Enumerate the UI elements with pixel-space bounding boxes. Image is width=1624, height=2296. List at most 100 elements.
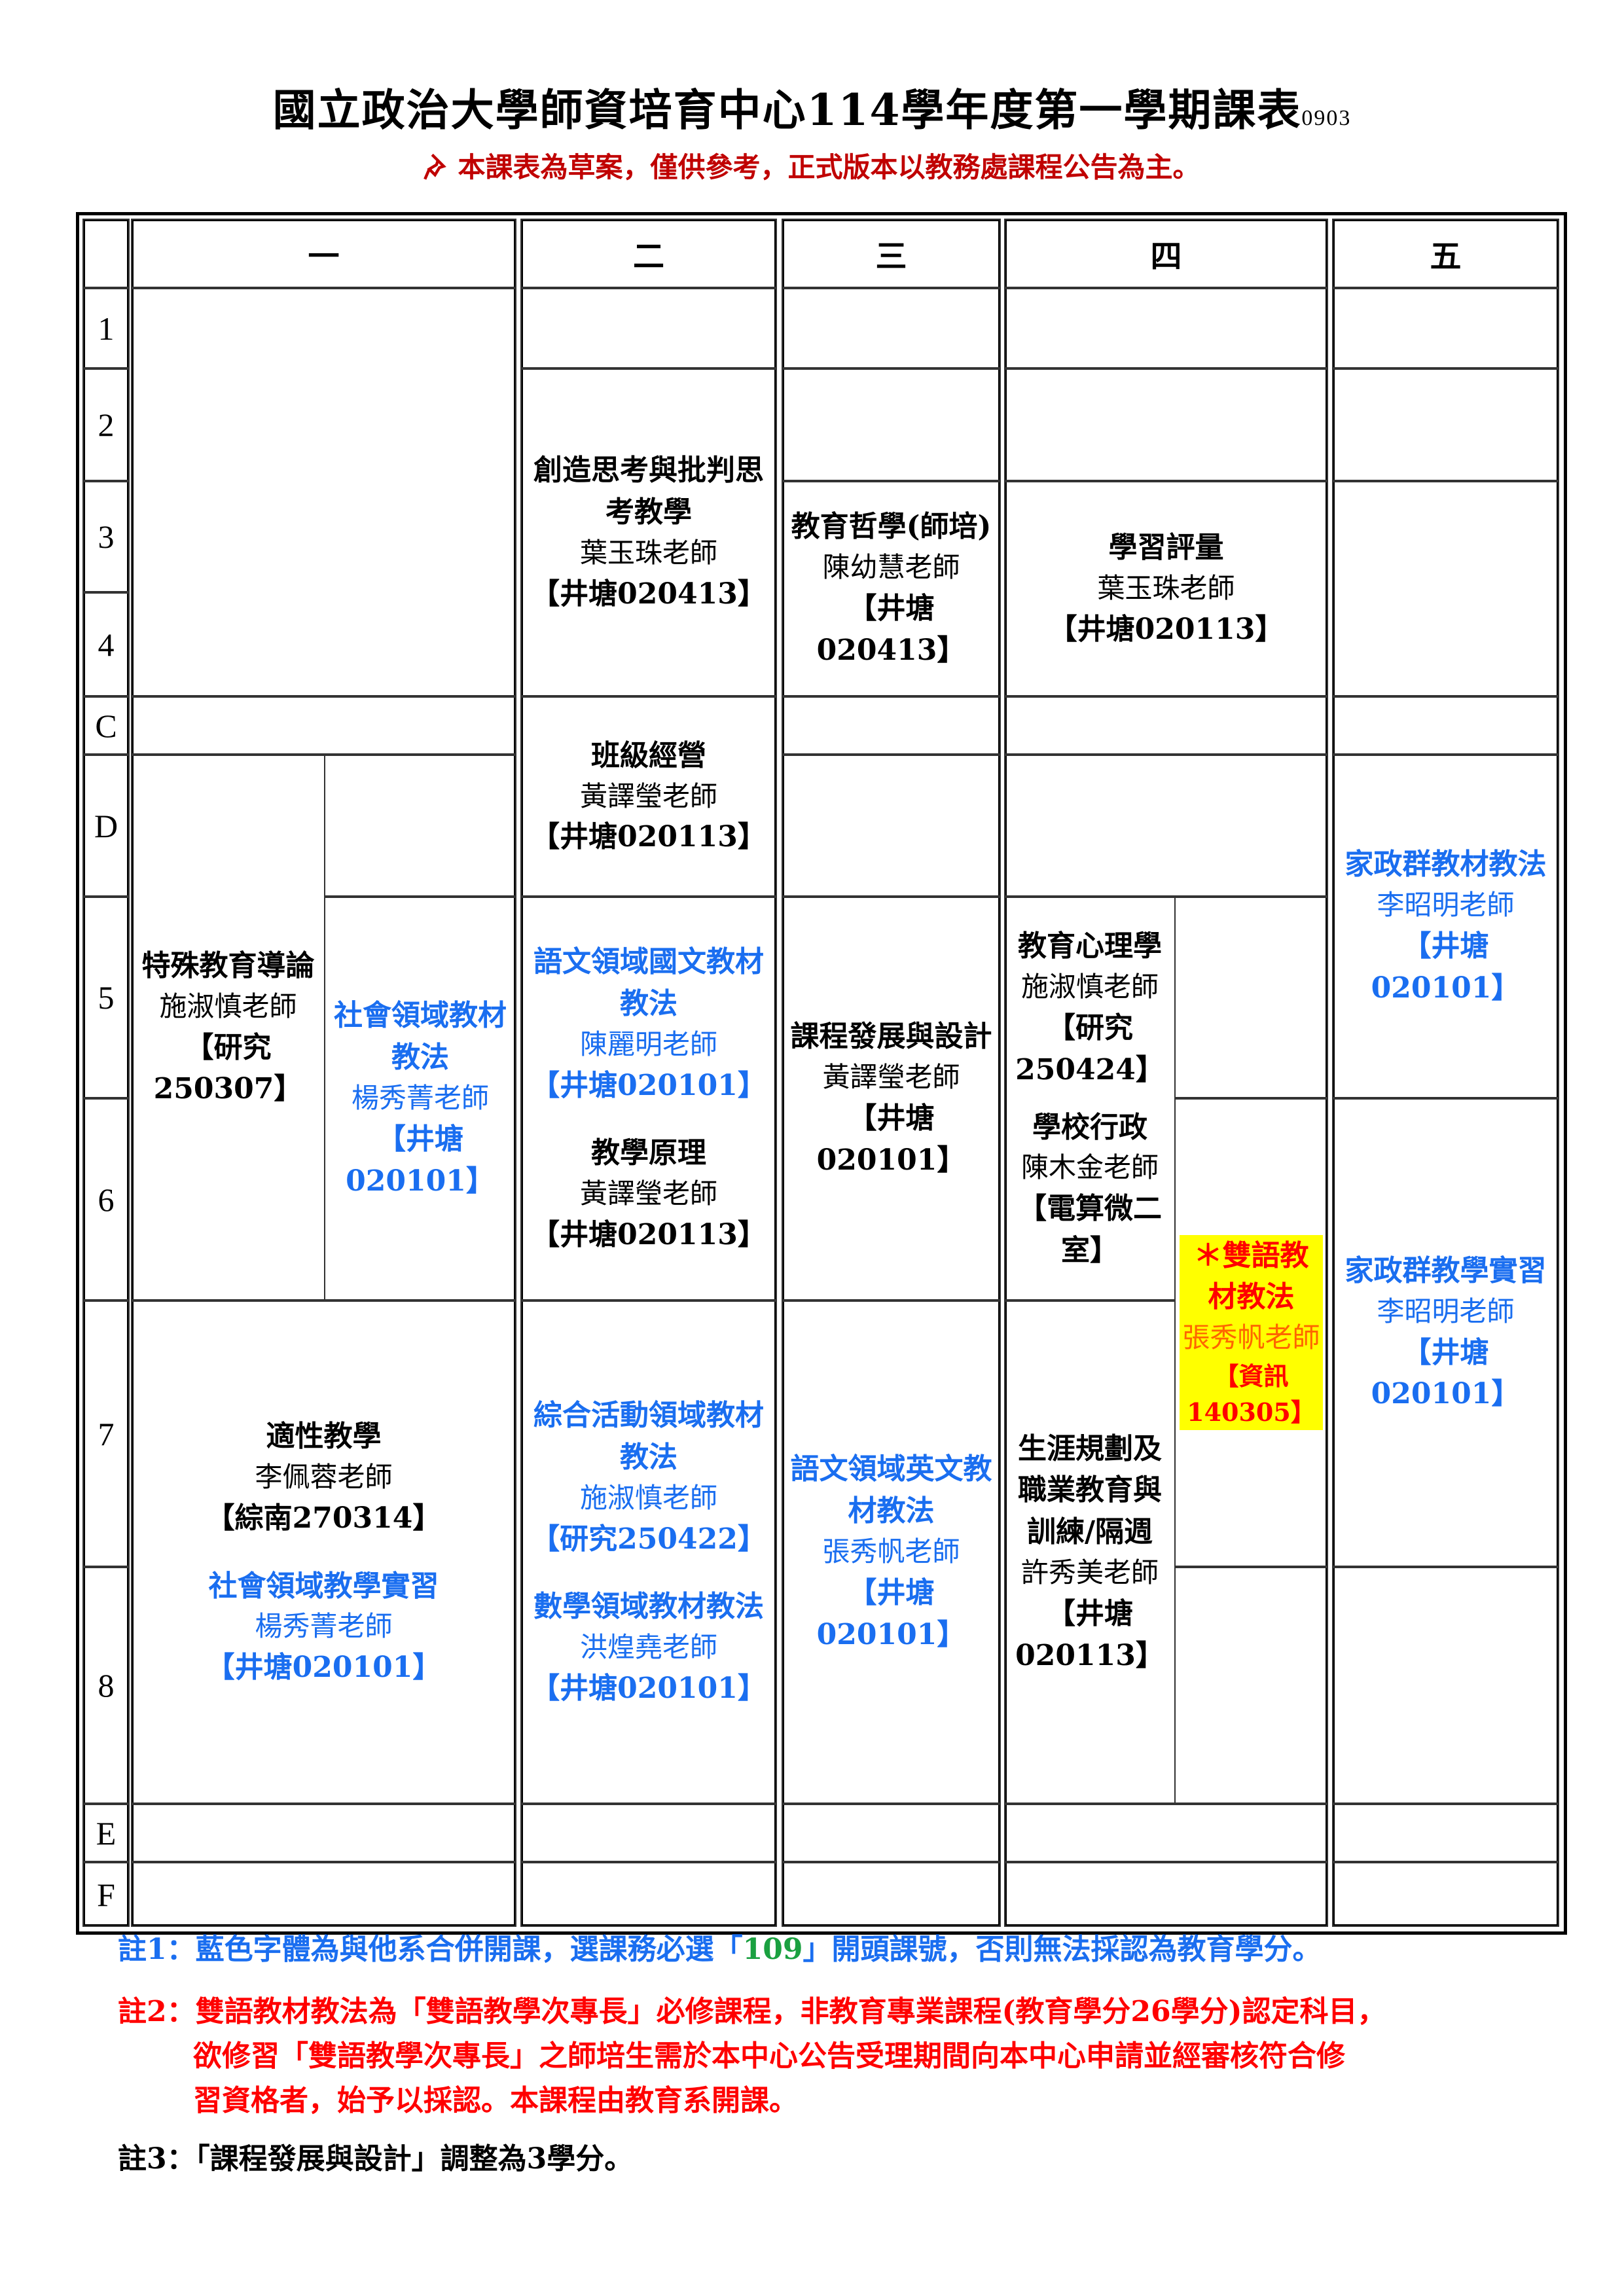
empty-slot bbox=[520, 1862, 777, 1927]
course-teacher: 施淑慎老師 bbox=[579, 1481, 717, 1514]
period-label: 2 bbox=[82, 368, 130, 481]
course-cell-bilingual[interactable]: ＊雙語教材教法 張秀帆老師 【資訊140305】 bbox=[1174, 1098, 1328, 1567]
course-code-prefix: 109 bbox=[742, 1933, 803, 1966]
course-cell[interactable]: 家政群教材教法 李昭明老師 【井塘020101】 bbox=[1332, 755, 1559, 1098]
course-title: 社會領域教學實習 bbox=[208, 1569, 439, 1603]
empty-slot bbox=[1332, 1567, 1559, 1804]
course-teacher: 楊秀菁老師 bbox=[351, 1082, 489, 1115]
course-title: 數學領域教材教法 bbox=[533, 1590, 764, 1624]
course-room: 【井塘020101】 bbox=[816, 1575, 966, 1651]
note-text: 註1：藍色字體為與他系合併開課，選課務必選「 bbox=[118, 1933, 743, 1966]
course-teacher: 洪煌堯老師 bbox=[579, 1631, 717, 1664]
course-room: 【井塘020413】 bbox=[816, 592, 966, 667]
period-label: C bbox=[82, 696, 130, 755]
course-room: 【井塘020101】 bbox=[206, 1651, 442, 1685]
period-label: 6 bbox=[82, 1098, 130, 1300]
course-room: 【資訊140305】 bbox=[1187, 1361, 1316, 1427]
course-cell[interactable]: 教育心理學 施淑慎老師 【研究250424】 學校行政 陳木金老師 【電算微二室… bbox=[1004, 897, 1176, 1300]
course-cell[interactable]: 學習評量 葉玉珠老師 【井塘020113】 bbox=[1004, 481, 1328, 696]
course-teacher: 李佩蓉老師 bbox=[255, 1460, 393, 1493]
highlighted-course: ＊雙語教材教法 張秀帆老師 【資訊140305】 bbox=[1180, 1234, 1323, 1431]
page-title: 國立政治大學師資培育中心114學年度第一學期課表0903 bbox=[0, 75, 1624, 138]
course-teacher: 陳幼慧老師 bbox=[822, 551, 960, 584]
empty-slot bbox=[131, 1804, 516, 1862]
empty-slot bbox=[782, 1862, 1001, 1927]
course-cell[interactable]: 家政群教學實習 李昭明老師 【井塘020101】 bbox=[1332, 1098, 1559, 1567]
period-label: 1 bbox=[82, 288, 130, 368]
disclaimer-text: 本課表為草案，僅供參考，正式版本以教務處課程公告為主。 bbox=[458, 151, 1200, 183]
course-room: 【井塘020101】 bbox=[346, 1122, 495, 1198]
course-teacher: 施淑慎老師 bbox=[1020, 971, 1159, 1003]
empty-slot bbox=[1332, 1862, 1559, 1927]
course-teacher: 黃譯瑩老師 bbox=[579, 1177, 717, 1210]
course-cell[interactable]: 教育哲學(師培) 陳幼慧老師 【井塘020413】 bbox=[782, 481, 1001, 696]
empty-slot bbox=[131, 288, 516, 696]
course-cell[interactable]: 特殊教育導論 施淑慎老師 【研究250307】 bbox=[131, 755, 325, 1300]
course-cell[interactable]: 課程發展與設計 黃譯瑩老師 【井塘020101】 bbox=[782, 897, 1001, 1300]
course-room: 【井塘020101】 bbox=[531, 1672, 767, 1706]
empty-slot bbox=[1004, 1862, 1328, 1927]
empty-slot bbox=[1004, 368, 1328, 481]
course-room: 【井塘020113】 bbox=[531, 820, 767, 854]
empty-slot bbox=[1004, 288, 1328, 368]
course-room: 【研究250307】 bbox=[153, 1030, 303, 1106]
course-teacher: 李昭明老師 bbox=[1377, 889, 1515, 922]
note-text: 」開頭課號，否則無法採認為教育學分。 bbox=[803, 1933, 1322, 1966]
course-title: 教育哲學(師培) bbox=[791, 510, 992, 544]
course-title: 家政群教材教法 bbox=[1344, 848, 1547, 882]
course-title: 教育心理學 bbox=[1018, 929, 1162, 963]
pushpin-icon bbox=[424, 153, 447, 180]
course-title: 學習評量 bbox=[1108, 531, 1224, 565]
course-title: 創造思考與批判思考教學 bbox=[533, 454, 764, 529]
schedule-table bbox=[76, 212, 1567, 1935]
day-header-wed: 三 bbox=[782, 219, 1001, 288]
period-label: F bbox=[82, 1862, 130, 1927]
course-cell[interactable]: 生涯規劃及職業教育與訓練/隔週 許秀美老師 【井塘020113】 bbox=[1004, 1300, 1176, 1804]
course-room: 【研究250422】 bbox=[531, 1522, 767, 1556]
course-title: 綜合活動領域教材教法 bbox=[533, 1399, 764, 1474]
course-title: 適性教學 bbox=[266, 1420, 382, 1454]
note-text: 習資格者，始予以採認。本課程由教育系開課。 bbox=[193, 2084, 798, 2118]
note-1: 註1：藍色字體為與他系合併開課，選課務必選「109」開頭課號，否則無法採認為教育… bbox=[118, 1928, 1321, 1972]
course-cell[interactable]: 語文領域英文教材教法 張秀帆老師 【井塘020101】 bbox=[782, 1300, 1001, 1804]
version-label: 0903 bbox=[1301, 106, 1352, 130]
course-title: ＊雙語教材教法 bbox=[1193, 1238, 1309, 1314]
empty-slot bbox=[1004, 696, 1328, 755]
empty-slot bbox=[1332, 1804, 1559, 1862]
course-cell[interactable]: 語文領域國文教材教法 陳麗明老師 【井塘020101】 教學原理 黃譯瑩老師 【… bbox=[520, 897, 777, 1300]
course-cell[interactable]: 創造思考與批判思考教學 葉玉珠老師 【井塘020413】 bbox=[520, 368, 777, 696]
empty-slot bbox=[520, 1804, 777, 1862]
course-teacher: 楊秀菁老師 bbox=[255, 1610, 393, 1643]
course-cell[interactable]: 班級經營 黃譯瑩老師 【井塘020113】 bbox=[520, 696, 777, 897]
course-teacher: 葉玉珠老師 bbox=[1097, 572, 1235, 605]
note-3: 註3：「課程發展與設計」調整為3學分。 bbox=[118, 2142, 634, 2176]
course-cell[interactable]: 綜合活動領域教材教法 施淑慎老師 【研究250422】 數學領域教材教法 洪煌堯… bbox=[520, 1300, 777, 1804]
empty-slot bbox=[782, 1804, 1001, 1862]
empty-slot bbox=[131, 1862, 516, 1927]
course-teacher: 黃譯瑩老師 bbox=[579, 780, 717, 812]
course-cell[interactable]: 適性教學 李佩蓉老師 【綜南270314】 社會領域教學實習 楊秀菁老師 【井塘… bbox=[131, 1300, 516, 1804]
course-title: 特殊教育導論 bbox=[141, 948, 315, 982]
course-title: 語文領域英文教材教法 bbox=[790, 1452, 992, 1528]
empty-slot bbox=[1332, 481, 1559, 696]
course-cell[interactable]: 社會領域教材教法 楊秀菁老師 【井塘020101】 bbox=[324, 897, 516, 1300]
empty-slot bbox=[1174, 897, 1328, 1098]
course-room: 【電算微二室】 bbox=[1018, 1192, 1162, 1267]
course-teacher: 李昭明老師 bbox=[1377, 1295, 1515, 1327]
course-title: 家政群教學實習 bbox=[1344, 1253, 1547, 1287]
course-teacher: 許秀美老師 bbox=[1020, 1556, 1159, 1588]
course-teacher: 陳木金老師 bbox=[1020, 1151, 1159, 1184]
course-title: 社會領域教材教法 bbox=[334, 999, 507, 1075]
course-teacher: 陳麗明老師 bbox=[579, 1028, 717, 1060]
course-room: 【井塘020101】 bbox=[1371, 929, 1521, 1005]
course-room: 【井塘020101】 bbox=[1371, 1335, 1521, 1411]
course-room: 【井塘020101】 bbox=[531, 1068, 767, 1102]
note-2: 註2：雙語教材教法為「雙語教學次專長」必修課程，非教育專業課程(教育學分26學分… bbox=[118, 1990, 1558, 2124]
empty-slot bbox=[520, 288, 777, 368]
course-title: 學校行政 bbox=[1032, 1110, 1147, 1144]
period-label: D bbox=[82, 755, 130, 897]
course-room: 【井塘020113】 bbox=[1015, 1596, 1164, 1672]
course-title: 生涯規劃及職業教育與訓練/隔週 bbox=[1018, 1431, 1162, 1549]
empty-slot bbox=[1174, 1567, 1328, 1804]
period-label: 4 bbox=[82, 592, 130, 696]
